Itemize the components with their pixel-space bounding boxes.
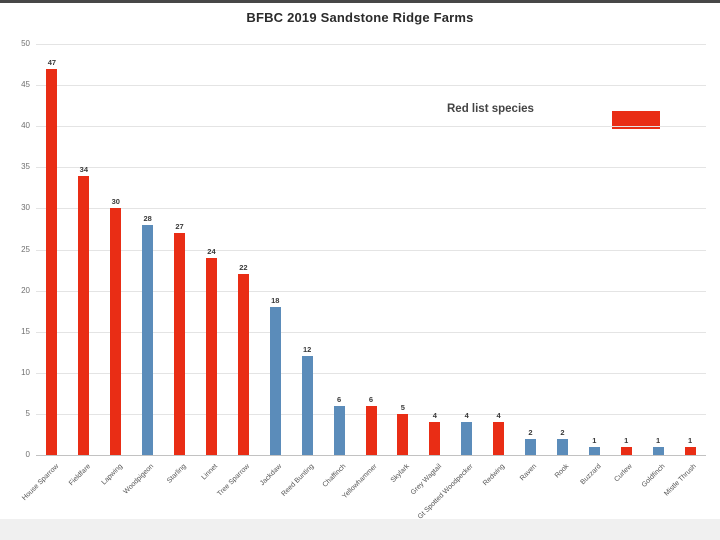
bar-gt-spotted-woodpecker: [461, 422, 473, 455]
category-label-text: Buzzard: [579, 463, 603, 487]
bar-chaffinch: [333, 405, 345, 455]
bar-raven: [525, 438, 537, 455]
bar-value-label-skylark: 5: [400, 402, 405, 412]
bar-lapwing: [110, 208, 122, 455]
bar-value-label-fieldfare: 34: [79, 164, 89, 174]
bar-yellowhammer: [365, 405, 377, 455]
category-label-text: Curlew: [613, 463, 635, 484]
category-label-text: Chaffinch: [321, 463, 348, 489]
gridline-20: [36, 290, 706, 292]
bar-value-label-grey-wagtail: 4: [432, 411, 437, 421]
category-label-text: Skylark: [389, 463, 411, 485]
y-tick-label-30: 30: [21, 203, 30, 213]
category-label-text: Rook: [553, 463, 571, 480]
bar-value-label-tree-sparrow: 22: [239, 263, 248, 273]
bar-redwing: [493, 422, 505, 455]
bar-mistle-thrush: [684, 446, 696, 455]
bar-jackdaw: [269, 307, 281, 455]
gridline-45: [36, 85, 706, 87]
gridline-30: [36, 208, 706, 210]
category-label-text: Raven: [519, 463, 539, 483]
bar-value-label-redwing: 4: [496, 411, 501, 421]
category-label-text: Redwing: [482, 463, 507, 488]
category-label-text: Woodpigeon: [122, 463, 156, 496]
bar-value-label-chaffinch: 6: [337, 394, 342, 404]
y-tick-label-15: 15: [21, 326, 30, 336]
bar-reed-bunting: [301, 356, 313, 455]
category-label-text: Grey Wagtail: [409, 463, 443, 497]
category-label-text: Gt Spotted Woodpecker: [416, 463, 475, 521]
y-tick-label-20: 20: [21, 285, 30, 295]
bar-value-label-jackdaw: 18: [271, 296, 280, 306]
legend-label: Red list species: [447, 103, 534, 115]
page-bottom-strip: [0, 519, 720, 540]
gridline-25: [36, 249, 706, 251]
bar-value-label-starling: 27: [175, 222, 184, 232]
bar-rook: [556, 438, 568, 455]
gridline-15: [36, 331, 706, 333]
bar-grey-wagtail: [429, 422, 441, 455]
category-label-text: Tree Sparrow: [216, 463, 252, 498]
bar-starling: [174, 233, 186, 455]
bar-house-sparrow: [46, 68, 58, 455]
bar-tree-sparrow: [237, 274, 249, 455]
category-label-text: Mistle Thrush: [663, 463, 698, 498]
bar-value-label-woodpigeon: 28: [143, 213, 152, 223]
gridline-50: [36, 44, 706, 45]
category-label-text: Linnet: [200, 463, 220, 482]
y-tick-label-5: 5: [25, 408, 30, 418]
category-label-text: Jackdaw: [259, 463, 284, 488]
y-tick-label-45: 45: [21, 80, 30, 90]
y-tick-label-50: 50: [21, 39, 30, 48]
y-tick-label-10: 10: [21, 367, 30, 377]
category-label-text: Lapwing: [100, 463, 124, 487]
bar-fieldfare: [78, 175, 90, 455]
bar-value-label-raven: 2: [528, 427, 533, 437]
bar-buzzard: [588, 446, 600, 455]
bar-value-label-buzzard: 1: [592, 435, 597, 445]
window-top-border: [0, 0, 720, 3]
category-label-text: Fieldfare: [67, 463, 92, 488]
bar-woodpigeon: [142, 224, 154, 455]
bar-linnet: [205, 257, 217, 455]
bar-goldfinch: [652, 446, 664, 455]
bar-curlew: [620, 446, 632, 455]
x-axis-line: [36, 455, 706, 456]
category-label-text: Starling: [165, 463, 188, 485]
gridline-10: [36, 372, 706, 374]
bar-value-label-linnet: 24: [207, 246, 216, 256]
category-label-text: Yellowhammer: [341, 463, 379, 501]
bar-value-label-rook: 2: [560, 427, 565, 437]
bar-value-label-house-sparrow: 47: [47, 57, 57, 67]
y-tick-label-25: 25: [21, 244, 30, 254]
chart-title: BFBC 2019 Sandstone Ridge Farms: [246, 10, 474, 25]
category-label-text: House Sparrow: [20, 463, 60, 503]
category-label-text: Reed Bunting: [280, 463, 316, 498]
y-tick-label-0: 0: [25, 450, 30, 459]
y-tick-label-40: 40: [21, 121, 30, 131]
bar-value-label-reed-bunting: 12: [303, 345, 312, 355]
category-label-text: Goldfinch: [640, 463, 667, 489]
bar-value-label-lapwing: 30: [111, 197, 120, 207]
bar-value-label-goldfinch: 1: [656, 435, 661, 445]
bar-value-label-mistle-thrush: 1: [687, 435, 693, 445]
gridline-40: [36, 126, 706, 128]
y-tick-label-35: 35: [21, 162, 30, 172]
legend-red-swatch: [612, 111, 660, 129]
bar-value-label-curlew: 1: [624, 435, 629, 445]
bar-value-label-yellowhammer: 6: [368, 394, 374, 404]
bar-skylark: [397, 413, 409, 455]
gridline-35: [36, 167, 706, 169]
bar-value-label-gt-spotted-woodpecker: 4: [464, 411, 469, 421]
